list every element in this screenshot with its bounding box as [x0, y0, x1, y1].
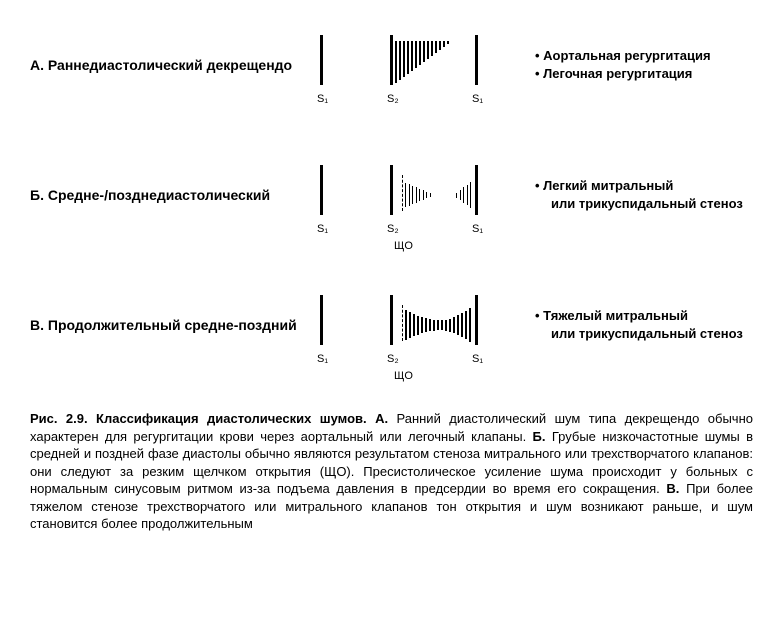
- row-label: А. Раннедиастолический декрещендо: [30, 57, 320, 73]
- murmur-bar: [409, 312, 411, 338]
- murmur-bar: [409, 184, 410, 205]
- murmur-bar: [433, 320, 435, 331]
- caption-b-label: Б.: [533, 429, 546, 444]
- opening-snap-label: ЩО: [394, 240, 413, 252]
- heart-sound-label: S₁: [317, 223, 328, 235]
- heart-sound-label: S₁: [317, 93, 328, 105]
- murmur-bar: [470, 182, 471, 208]
- murmur-bar: [413, 314, 415, 336]
- murmur-bar: [443, 41, 445, 47]
- diagnosis-item-continuation: или трикуспидальный стеноз: [535, 325, 745, 343]
- murmur-bar: [456, 193, 457, 198]
- murmur-bar: [419, 189, 420, 202]
- murmur-bar: [421, 317, 423, 333]
- murmur-bar: [419, 41, 421, 65]
- row-label: Б. Средне-/позднедиастолический: [30, 187, 320, 203]
- murmur-bar: [425, 318, 427, 332]
- diagram-row: А. Раннедиастолический декрещендо S₁ S₂ S₁ А…: [30, 20, 753, 110]
- murmur-bar: [447, 41, 449, 44]
- diagnosis-item: Тяжелый митральный: [535, 307, 745, 325]
- diagnosis-list: Тяжелый митральныйили трикуспидальный ст…: [505, 307, 745, 343]
- murmur-bar: [399, 41, 401, 80]
- murmur-bar: [405, 183, 406, 207]
- murmur-bar: [463, 187, 464, 203]
- row-label: В. Продолжительный средне-поздний: [30, 317, 320, 333]
- heart-sound-marker: [320, 35, 323, 85]
- murmur-bar: [465, 311, 467, 339]
- figure-caption: Рис. 2.9. Классификация диастолических ш…: [30, 410, 753, 533]
- murmur-bar: [460, 190, 461, 200]
- murmur-bar: [467, 185, 468, 206]
- murmur-bar: [437, 320, 439, 330]
- murmur-bar: [457, 315, 459, 335]
- murmur-bar: [469, 308, 471, 342]
- murmur-bar: [430, 193, 431, 197]
- murmur-bar: [429, 319, 431, 331]
- opening-snap-marker: [402, 305, 403, 341]
- heart-sound-marker: [320, 295, 323, 345]
- waveform: S₁ S₂ S₁: [320, 20, 505, 110]
- diagnosis-list: Легкий митральныйили трикуспидальный сте…: [505, 177, 745, 213]
- caption-title: Рис. 2.9. Классификация диастолических ш…: [30, 411, 367, 426]
- murmur-bar: [411, 41, 413, 71]
- caption-a-label: А.: [375, 411, 388, 426]
- diagnosis-item: Легочная регургитация: [535, 65, 745, 83]
- heart-sound-marker: [390, 295, 393, 345]
- heart-sound-marker: [475, 295, 478, 345]
- heart-sound-marker: [320, 165, 323, 215]
- murmur-bar: [439, 41, 441, 50]
- heart-sound-label: S₁: [472, 353, 483, 365]
- murmur-bar: [416, 187, 417, 202]
- heart-sound-label: S₂: [387, 223, 399, 235]
- murmur-bar: [407, 41, 409, 74]
- murmur-bar: [412, 186, 413, 204]
- waveform: S₁S₂S₁ЩО: [320, 280, 505, 370]
- murmur-bar: [415, 41, 417, 68]
- murmur-bar: [423, 41, 425, 62]
- diagnosis-item-continuation: или трикуспидальный стеноз: [535, 195, 745, 213]
- murmur-bar: [423, 190, 424, 200]
- diagram-row: Б. Средне-/позднедиастолическийS₁S₂S₁ЩОЛ…: [30, 150, 753, 240]
- heart-sound-label: S₁: [472, 93, 483, 105]
- caption-c-label: В.: [666, 481, 679, 496]
- murmur-bar: [431, 41, 433, 56]
- opening-snap-marker: [402, 175, 403, 211]
- murmur-bar: [441, 320, 443, 330]
- heart-sound-marker: [475, 35, 478, 85]
- murmur-bar: [403, 41, 405, 77]
- diagnosis-item: Аортальная регургитация: [535, 47, 745, 65]
- murmur-bar: [453, 317, 455, 333]
- opening-snap-label: ЩО: [394, 370, 413, 382]
- murmur-bar: [435, 41, 437, 53]
- heart-sound-marker: [390, 35, 393, 85]
- murmur-bar: [449, 319, 451, 332]
- murmur-bar: [405, 310, 407, 340]
- murmur-bar: [427, 41, 429, 59]
- diagram-row: В. Продолжительный средне-позднийS₁S₂S₁Щ…: [30, 280, 753, 370]
- murmur-bar: [395, 41, 397, 83]
- heart-sound-marker: [475, 165, 478, 215]
- murmur-bar: [461, 313, 463, 337]
- murmur-bar: [426, 192, 427, 199]
- waveform: S₁S₂S₁ЩО: [320, 150, 505, 240]
- murmur-bar: [417, 316, 419, 335]
- heart-sound-label: S₂: [387, 353, 399, 365]
- heart-sound-marker: [390, 165, 393, 215]
- diagnosis-item: Легкий митральный: [535, 177, 745, 195]
- murmur-bar: [445, 320, 447, 331]
- diagnosis-list: Аортальная регургитацияЛегочная регургит…: [505, 47, 745, 83]
- heart-sound-label: S₁: [472, 223, 483, 235]
- heart-sound-label: S₁: [317, 353, 328, 365]
- heart-sound-label: S₂: [387, 93, 399, 105]
